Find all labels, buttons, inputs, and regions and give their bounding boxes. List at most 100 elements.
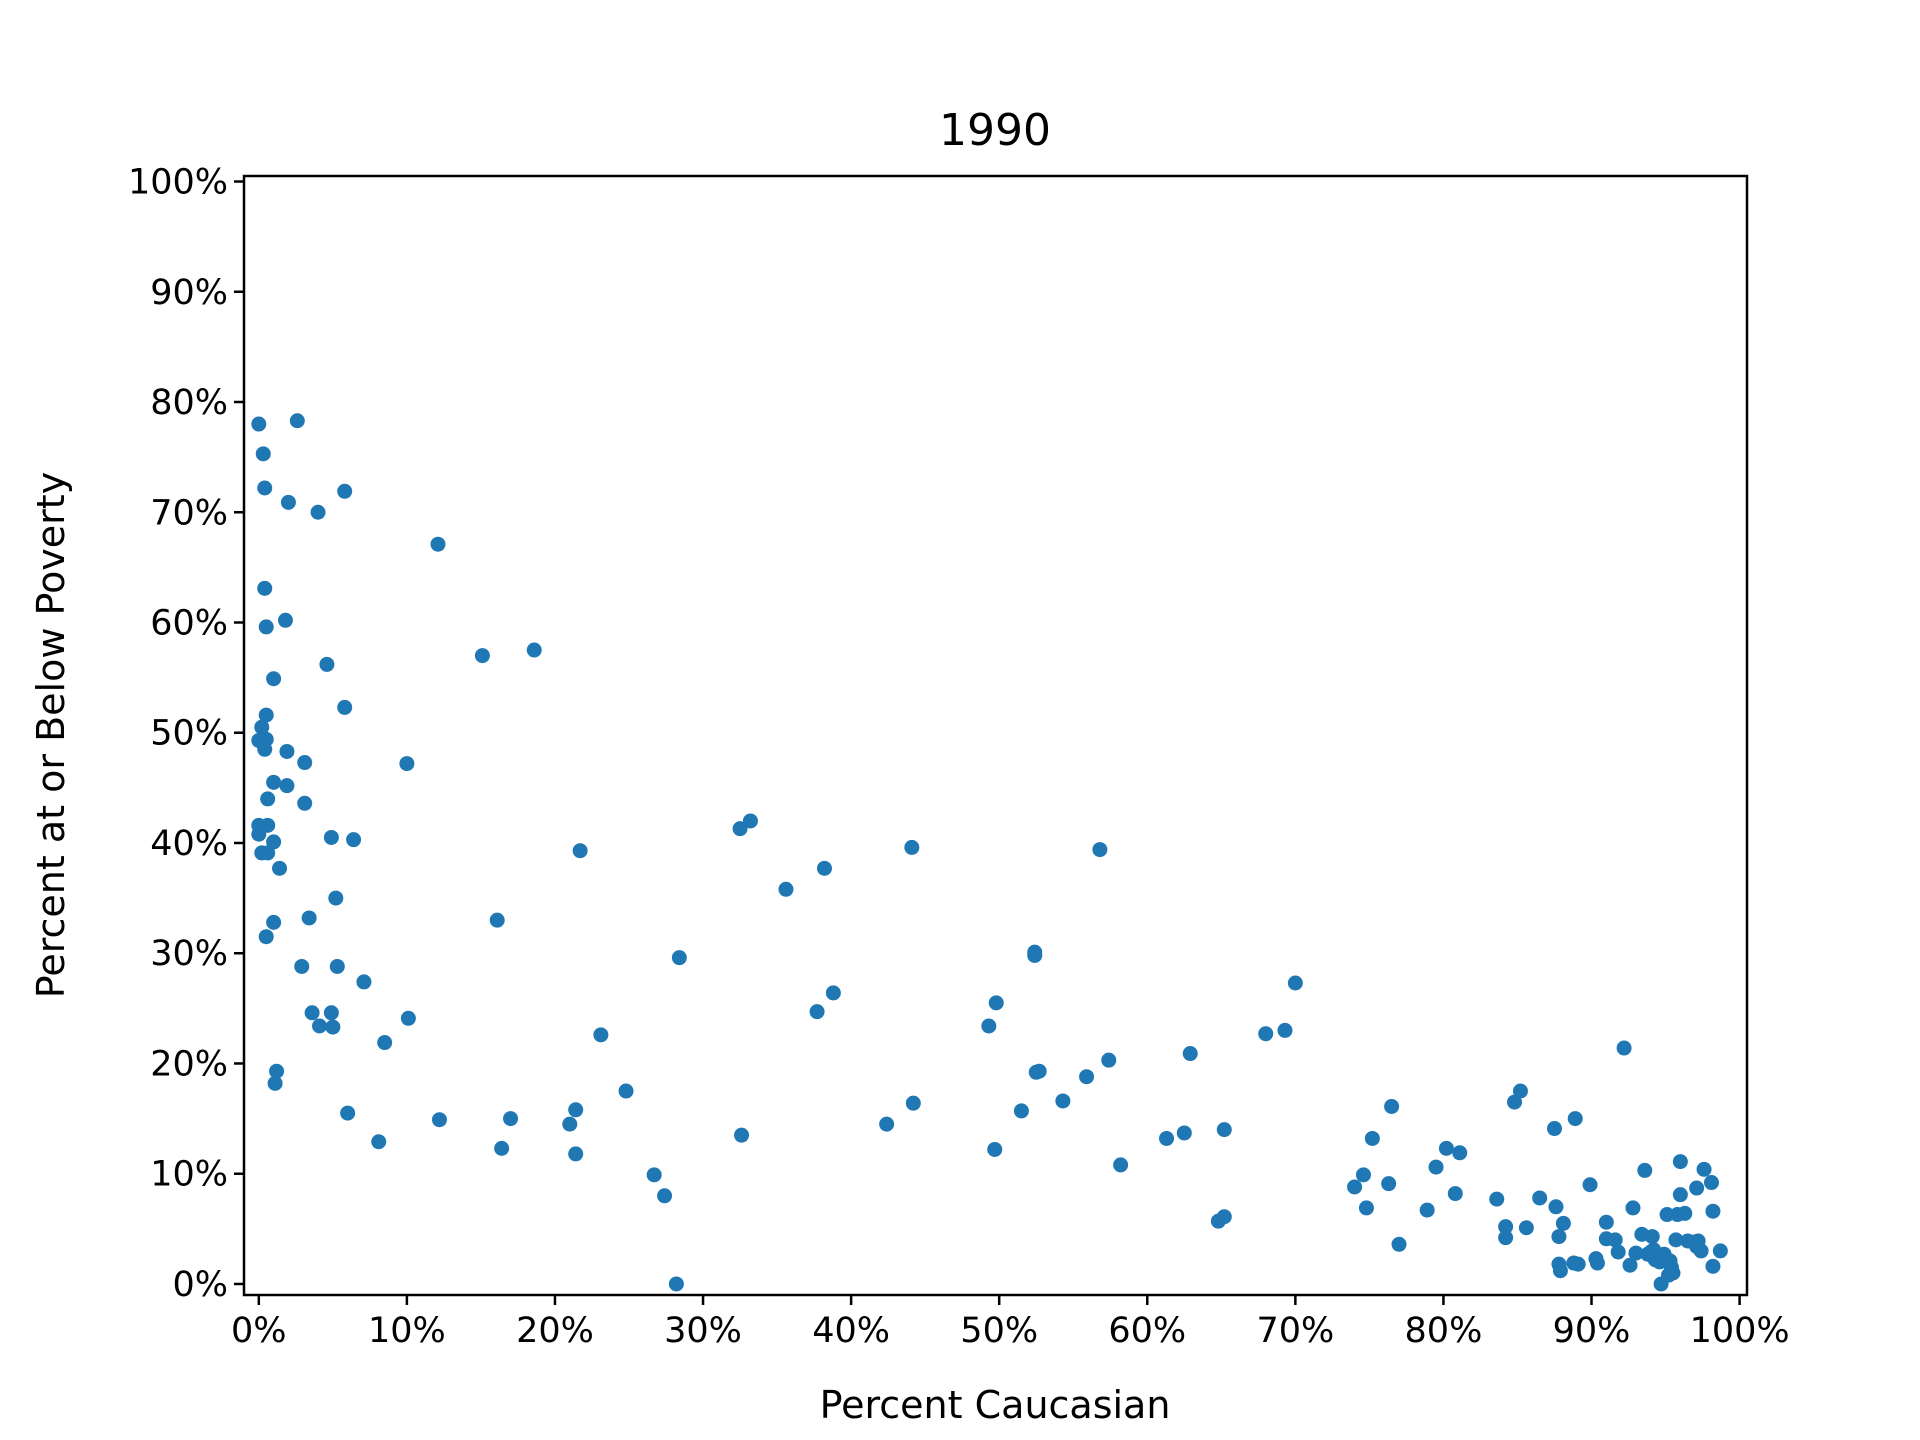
x-tick-label: 80% (1405, 1311, 1483, 1351)
data-point (251, 826, 267, 842)
data-point (1622, 1257, 1638, 1273)
plot-frame (242, 174, 1749, 1297)
data-point (904, 839, 920, 855)
data-point (371, 1134, 387, 1150)
data-point (1628, 1245, 1644, 1261)
data-point (266, 774, 282, 790)
x-tick-label: 10% (368, 1311, 446, 1351)
data-point (981, 1018, 997, 1034)
x-tick-label: 40% (812, 1311, 890, 1351)
data-point (1364, 1130, 1380, 1146)
data-point (400, 1010, 416, 1026)
data-point (646, 1167, 662, 1183)
data-point (258, 707, 274, 723)
data-point (254, 719, 270, 735)
data-point (267, 1075, 283, 1091)
y-tick-label: 40% (150, 824, 228, 864)
data-point (430, 536, 446, 552)
data-point (1532, 1190, 1548, 1206)
chart-title: 1990 (939, 105, 1051, 156)
data-point (1013, 1103, 1029, 1119)
data-point (503, 1111, 519, 1127)
data-point (280, 494, 296, 510)
data-point (671, 950, 687, 966)
data-point (1712, 1243, 1728, 1259)
data-point (1570, 1256, 1586, 1272)
data-point (572, 843, 588, 859)
data-point (734, 1127, 750, 1143)
data-point (1512, 1083, 1528, 1099)
y-axis-label: Percent at or Below Poverty (29, 472, 73, 998)
x-tick-label: 50% (960, 1311, 1038, 1351)
data-point (1703, 1175, 1719, 1191)
data-point (269, 1063, 285, 1079)
data-point (494, 1140, 510, 1156)
data-point (356, 974, 372, 990)
data-point (1625, 1200, 1641, 1216)
data-point (399, 756, 415, 772)
data-point (1381, 1176, 1397, 1192)
data-point (1258, 1026, 1274, 1042)
x-axis: 0% 10% 20% 30% 40% 50% 60% 70% 80% 90% 100% (231, 1295, 1790, 1351)
data-point (1092, 842, 1108, 858)
data-point (1489, 1191, 1505, 1207)
data-point (304, 1005, 320, 1021)
data-point (1689, 1180, 1705, 1196)
data-point (260, 845, 276, 861)
data-point (825, 985, 841, 1001)
data-point (1216, 1209, 1232, 1225)
data-point (905, 1095, 921, 1111)
data-point (593, 1027, 609, 1043)
data-point (257, 480, 273, 496)
data-point (377, 1035, 393, 1051)
data-point (1548, 1199, 1564, 1215)
y-axis: 0% 10% 20% 30% 40% 50% 60% 70% 80% 90% 100% (128, 163, 244, 1305)
data-point (1555, 1215, 1571, 1231)
data-point (319, 656, 335, 672)
x-tick-label: 100% (1690, 1311, 1790, 1351)
data-point (1079, 1069, 1095, 1085)
data-point (301, 910, 317, 926)
x-axis-label: Percent Caucasian (820, 1383, 1171, 1427)
data-point (657, 1188, 673, 1204)
data-point (1610, 1244, 1626, 1260)
data-point (988, 995, 1004, 1011)
y-tick-label: 70% (150, 493, 228, 533)
data-point (1598, 1214, 1614, 1230)
data-point (1287, 975, 1303, 991)
data-point (778, 881, 794, 897)
data-point (255, 446, 271, 462)
data-point (260, 791, 276, 807)
y-tick-label: 10% (150, 1155, 228, 1195)
y-tick-label: 30% (150, 934, 228, 974)
data-point (329, 958, 345, 974)
data-point (1672, 1154, 1688, 1170)
data-point (474, 648, 490, 664)
data-point (340, 1105, 356, 1121)
data-point (1582, 1177, 1598, 1193)
data-point (1216, 1122, 1232, 1138)
data-point (279, 743, 295, 759)
x-tick-label: 20% (516, 1311, 594, 1351)
y-tick-label: 90% (150, 273, 228, 313)
data-point (266, 834, 282, 850)
data-point (1391, 1236, 1407, 1252)
data-point (1693, 1243, 1709, 1259)
data-point (879, 1116, 895, 1132)
data-point (1055, 1093, 1071, 1109)
x-tick-label: 0% (231, 1311, 287, 1351)
data-point (312, 1018, 328, 1034)
data-point (1027, 947, 1043, 963)
data-point (809, 1004, 825, 1020)
data-point (1507, 1094, 1523, 1110)
data-point (1552, 1263, 1568, 1279)
data-point (294, 958, 310, 974)
data-point (562, 1116, 578, 1132)
x-tick-label: 90% (1553, 1311, 1631, 1351)
data-point (1551, 1229, 1567, 1245)
data-point (289, 413, 305, 429)
data-point (568, 1146, 584, 1162)
data-point (1589, 1255, 1605, 1271)
